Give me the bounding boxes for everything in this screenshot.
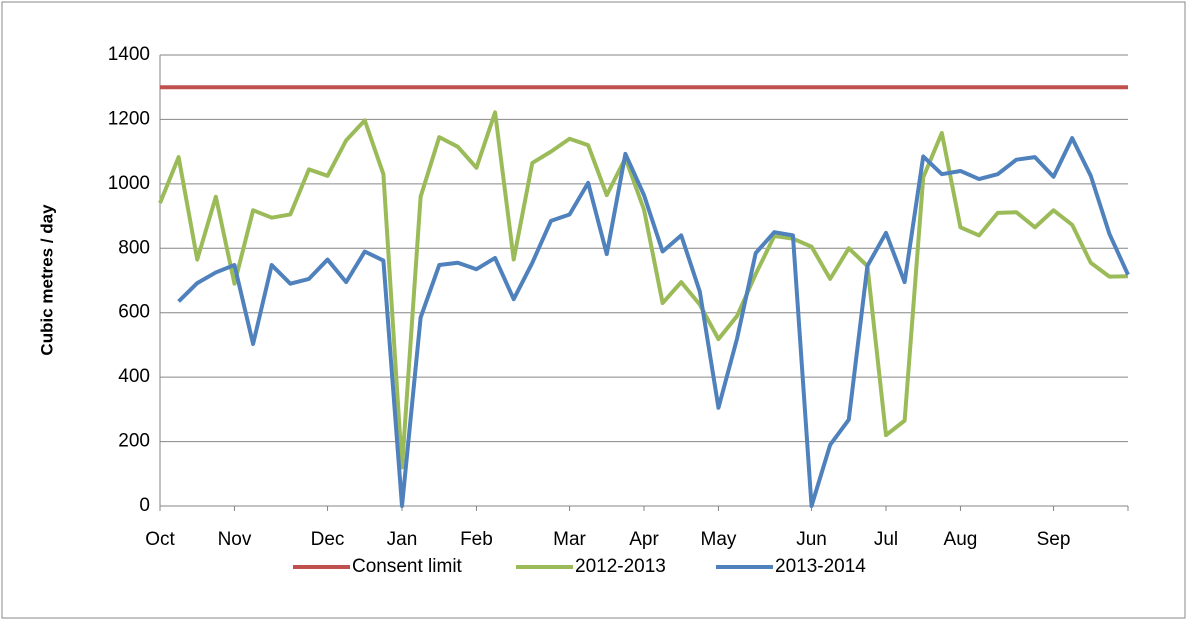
y-tick-label: 800 — [118, 237, 150, 258]
x-tick-label: Jan — [387, 529, 418, 550]
y-tick-label: 200 — [118, 431, 150, 452]
series-line — [158, 110, 1129, 470]
x-tick-label: Oct — [145, 529, 175, 550]
y-tick-label: 1200 — [108, 108, 150, 129]
x-tick-label: May — [701, 529, 737, 550]
legend-label: 2013-2014 — [775, 556, 866, 577]
x-tick-label: Sep — [1037, 529, 1071, 550]
x-tick-label: Dec — [311, 529, 345, 550]
y-axis-label: Cubic metres / day — [37, 204, 56, 356]
series-line — [177, 136, 1130, 508]
x-tick-label: Jul — [874, 529, 898, 550]
x-tick-label: Mar — [553, 529, 586, 550]
x-tick-label: Nov — [218, 529, 252, 550]
y-tick-label: 600 — [118, 302, 150, 323]
legend-label: Consent limit — [352, 556, 463, 577]
y-tick-label: 0 — [139, 495, 150, 516]
y-tick-label: 400 — [118, 366, 150, 387]
x-tick-label: Aug — [944, 529, 978, 550]
x-tick-label: Apr — [629, 529, 659, 550]
legend-label: 2012-2013 — [575, 556, 666, 577]
y-tick-label: 1400 — [108, 44, 150, 65]
x-tick-label: Feb — [460, 529, 493, 550]
x-tick-label: Jun — [796, 529, 827, 550]
y-tick-label: 1000 — [108, 173, 150, 194]
